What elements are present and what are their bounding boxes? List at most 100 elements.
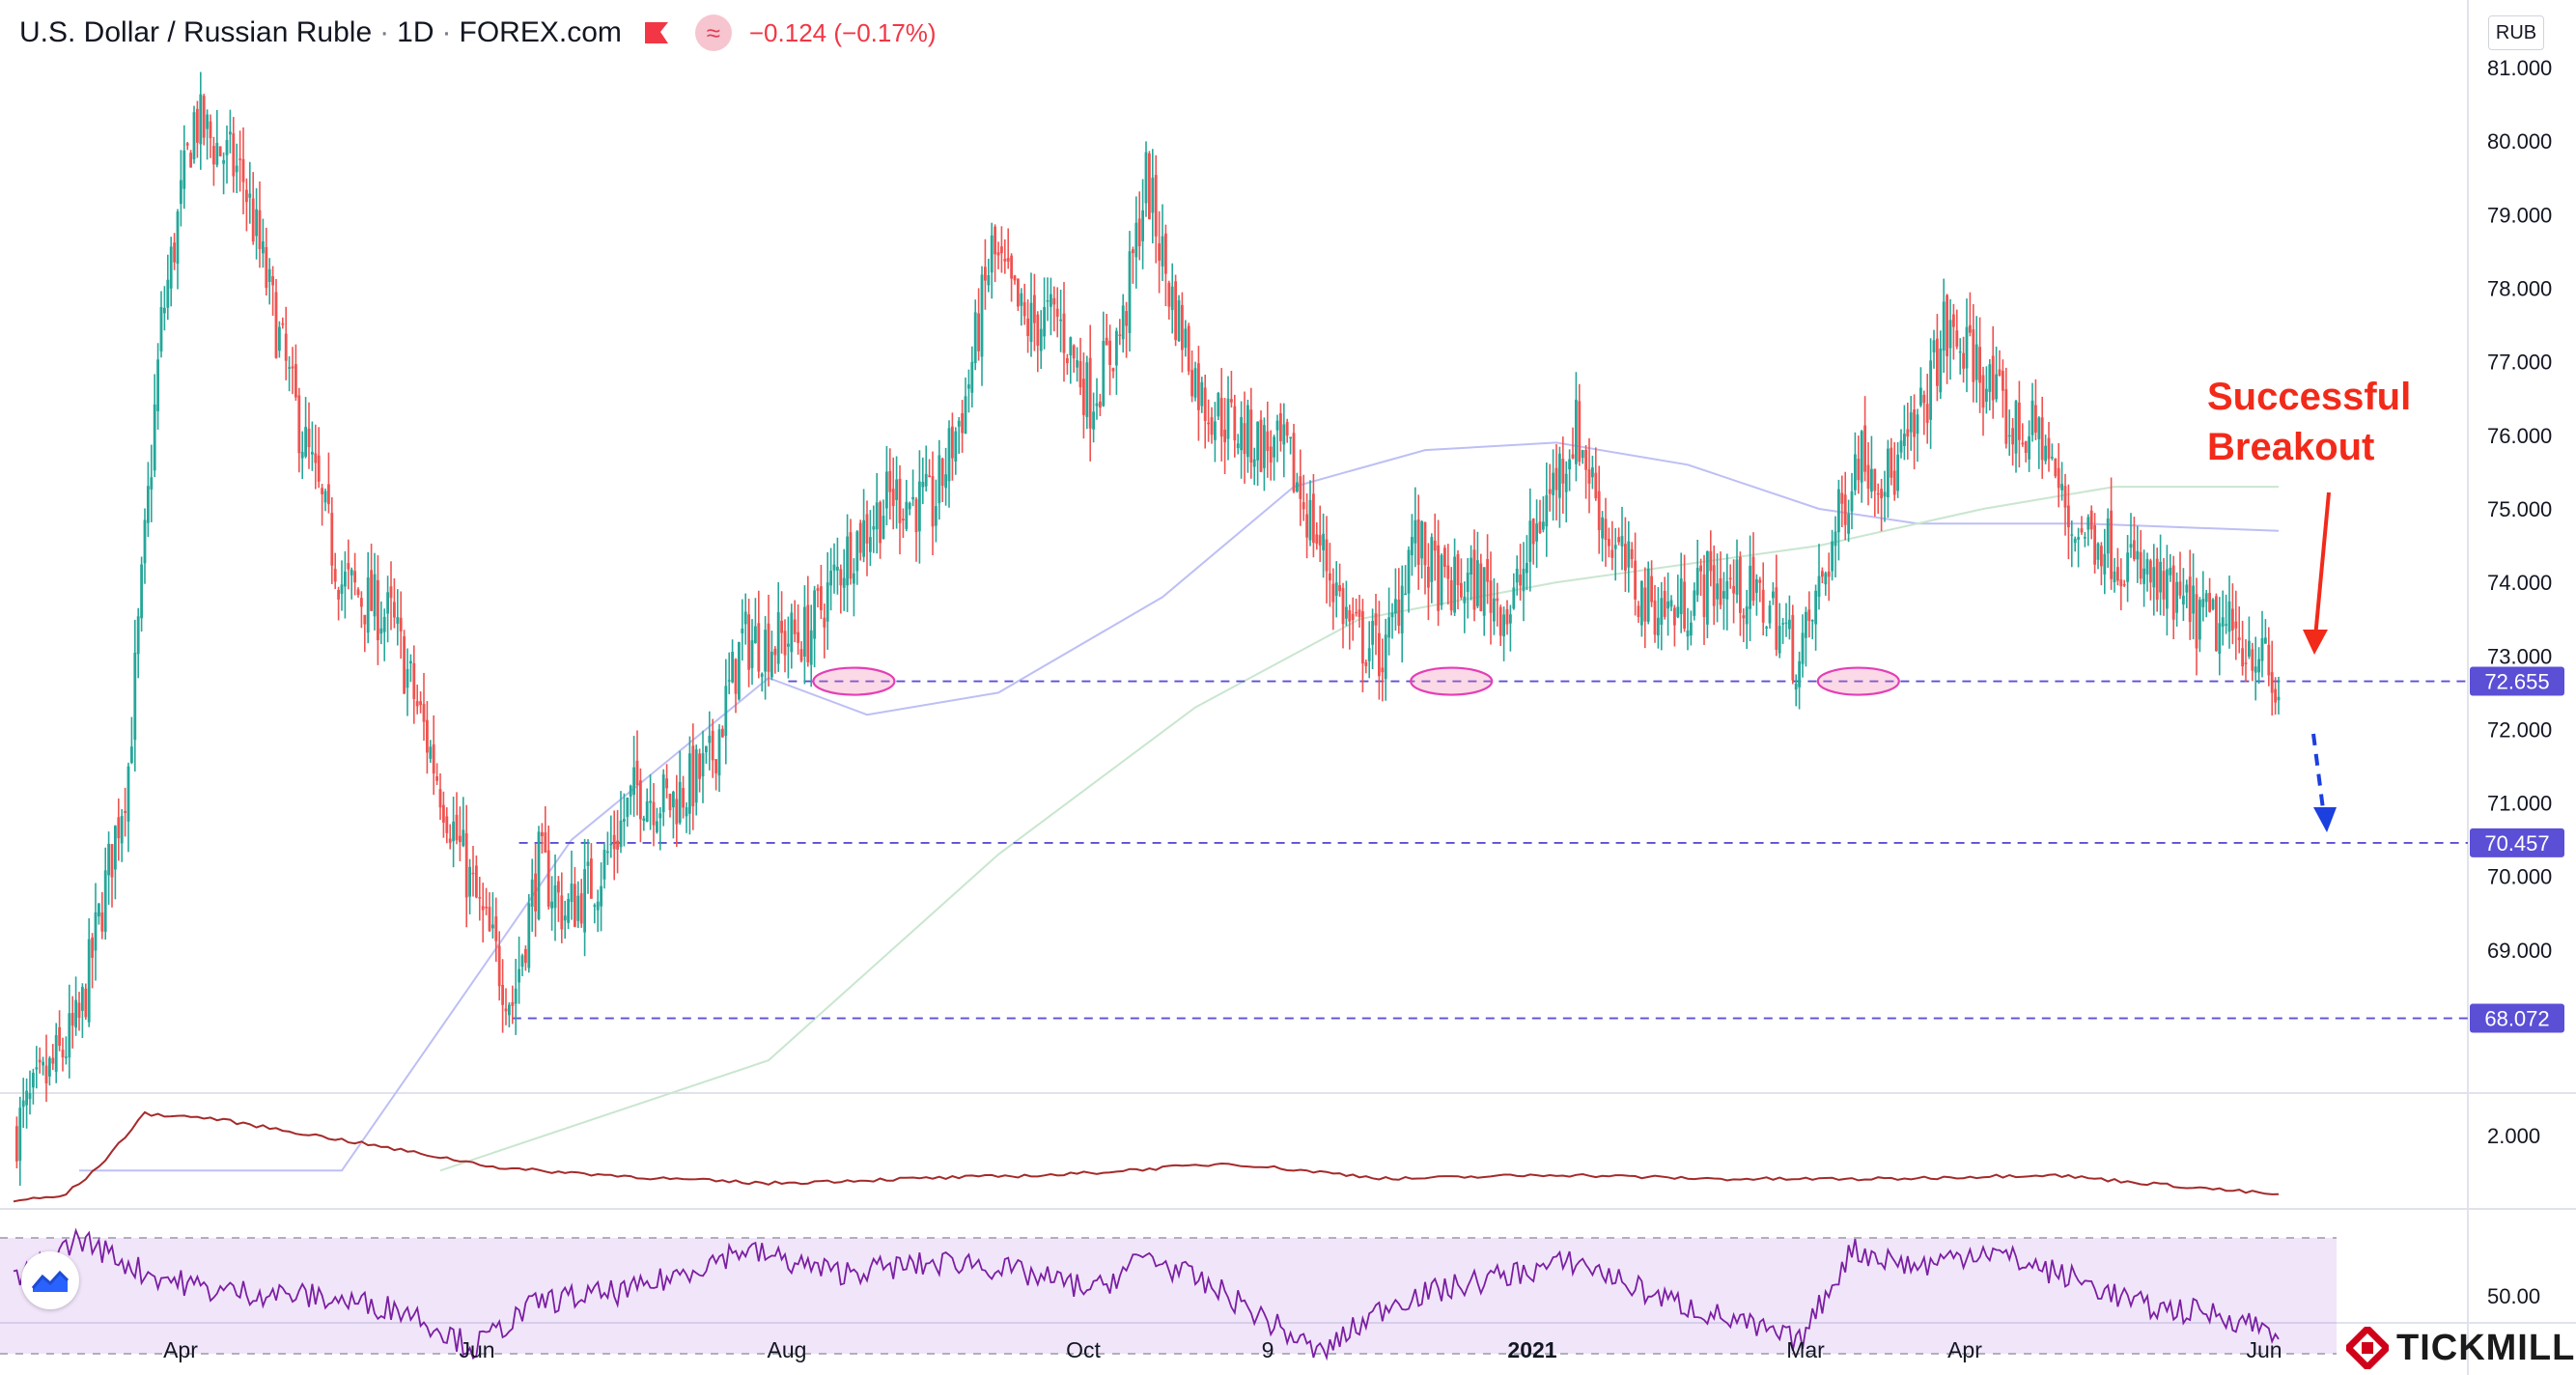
- candle: [2084, 532, 2086, 547]
- candle: [1315, 521, 1319, 550]
- candle: [1919, 367, 1922, 407]
- candle: [1778, 603, 1781, 659]
- candle: [81, 983, 84, 1038]
- candle: [2018, 380, 2021, 468]
- candle: [546, 825, 550, 910]
- candle: [567, 893, 570, 930]
- candle: [1531, 518, 1535, 565]
- candle: [902, 508, 905, 539]
- candle: [1137, 191, 1141, 261]
- candle: [452, 797, 455, 868]
- candle: [1932, 329, 1936, 369]
- candle: [826, 551, 829, 650]
- candle: [2122, 579, 2126, 587]
- candle: [1121, 294, 1125, 353]
- candle: [1006, 228, 1010, 269]
- candle: [977, 288, 980, 361]
- candle: [1788, 595, 1791, 640]
- candle: [1857, 435, 1861, 494]
- candle: [1026, 299, 1029, 353]
- candle: [1810, 619, 1814, 640]
- tradingview-logo-icon[interactable]: [21, 1251, 79, 1309]
- candle: [2077, 527, 2080, 568]
- candle: [1305, 492, 1308, 559]
- candle: [1046, 277, 1050, 322]
- candle: [596, 889, 600, 933]
- candle: [1394, 568, 1397, 631]
- candle: [770, 631, 773, 681]
- candle: [1017, 278, 1020, 312]
- candle: [1505, 600, 1509, 635]
- candle: [1978, 317, 1981, 413]
- candle: [1078, 337, 1082, 395]
- candle: [1817, 544, 1821, 610]
- time-axis[interactable]: Apr Jun Aug Oct 9 2021 Mar Apr Jun: [163, 1337, 2282, 1362]
- candle: [382, 608, 386, 661]
- candle: [1952, 303, 1955, 360]
- flag-icon[interactable]: [643, 20, 670, 45]
- candle: [1289, 436, 1292, 455]
- candle: [656, 807, 658, 834]
- candle: [2040, 396, 2044, 479]
- candle: [1745, 589, 1749, 649]
- candle: [1962, 336, 1965, 383]
- candle: [415, 685, 419, 715]
- candle: [100, 891, 104, 940]
- candle: [347, 539, 350, 590]
- candle: [1374, 594, 1378, 656]
- candle: [1706, 550, 1709, 638]
- candle: [1203, 375, 1207, 449]
- candle: [61, 1037, 65, 1072]
- candle: [2089, 505, 2093, 540]
- candle: [126, 762, 130, 853]
- candle: [1939, 330, 1943, 400]
- moving-average-slow: [439, 486, 2279, 1172]
- candle: [15, 1116, 18, 1169]
- candle: [1896, 441, 1899, 498]
- candle: [714, 759, 717, 791]
- candle: [858, 519, 862, 561]
- currency-badge[interactable]: RUB: [2488, 15, 2544, 50]
- candle: [1095, 378, 1099, 420]
- candle: [2106, 508, 2110, 569]
- candle: [1318, 505, 1322, 563]
- candle: [1657, 586, 1660, 649]
- candle: [1190, 350, 1193, 403]
- candle: [1958, 338, 1962, 375]
- candle: [1181, 292, 1184, 373]
- candle: [1256, 421, 1259, 487]
- candle: [2096, 542, 2100, 570]
- candle: [373, 552, 377, 631]
- candle: [422, 672, 426, 742]
- candle: [1010, 253, 1013, 302]
- candle: [1834, 516, 1837, 578]
- candle: [265, 227, 268, 296]
- candle: [2004, 367, 2008, 449]
- candle: [1249, 387, 1253, 479]
- candle: [760, 672, 764, 692]
- target-arrow-shaft: [2311, 733, 2325, 810]
- candle: [593, 903, 597, 924]
- candle: [1584, 445, 1587, 499]
- candle: [797, 603, 799, 656]
- interval-label[interactable]: 1D: [397, 16, 434, 48]
- candle: [281, 317, 285, 329]
- symbol-title[interactable]: U.S. Dollar / Russian Ruble: [19, 16, 373, 48]
- candle: [1282, 403, 1286, 478]
- candle: [2175, 572, 2178, 627]
- candle: [2080, 516, 2084, 535]
- candle: [327, 452, 330, 514]
- candle: [199, 71, 203, 170]
- candle: [468, 858, 471, 914]
- candle: [1036, 311, 1040, 373]
- candle: [2057, 442, 2060, 508]
- candle: [98, 903, 100, 925]
- approx-icon[interactable]: ≈: [694, 14, 732, 51]
- candle: [1998, 350, 2002, 377]
- candle: [1922, 390, 1926, 435]
- candle: [1772, 582, 1775, 605]
- candle: [1936, 314, 1939, 402]
- price-axis[interactable]: 69.000 70.000 71.000 72.000 73.000 74.000 75.0…: [2470, 56, 2564, 1308]
- candle: [1384, 618, 1387, 701]
